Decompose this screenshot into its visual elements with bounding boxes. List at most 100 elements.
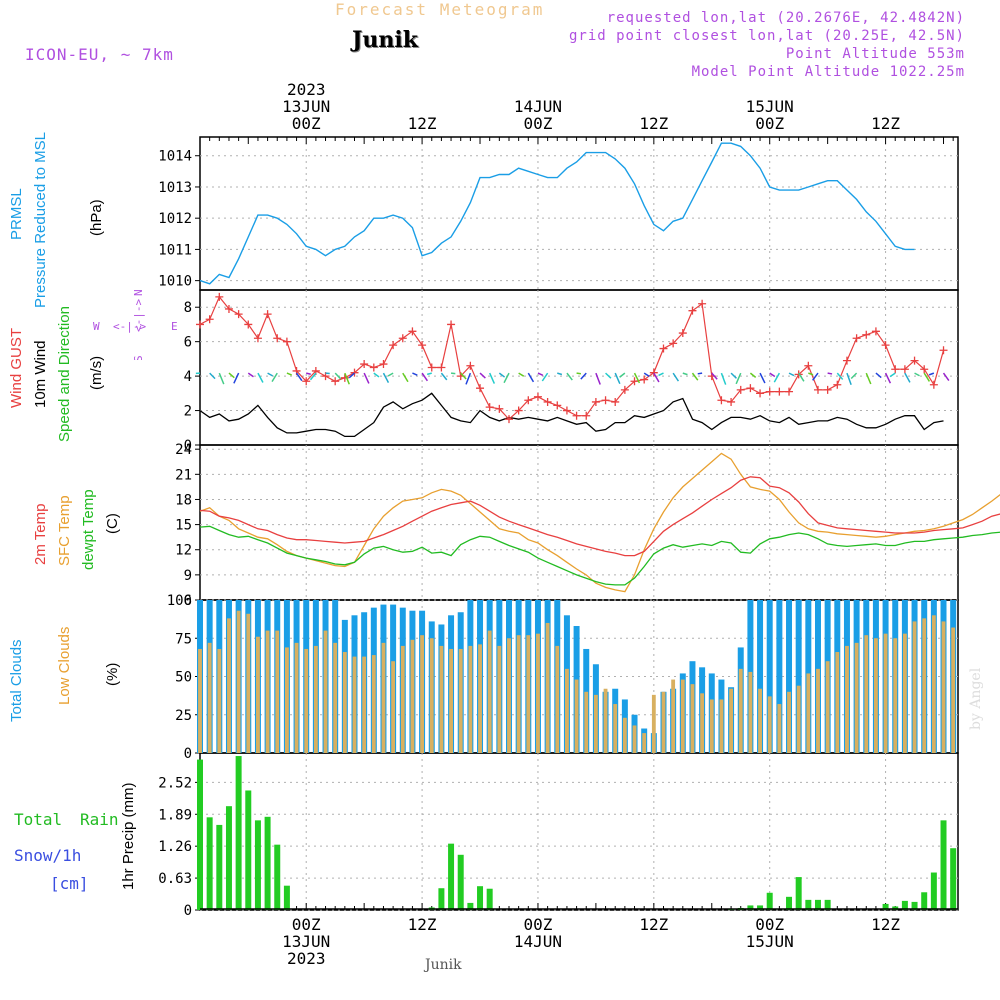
- gust-marker: [881, 341, 890, 350]
- low-cloud-bar: [671, 679, 676, 753]
- top-time-label: 14JUN: [514, 97, 562, 116]
- bottom-time-label: 00Z: [524, 915, 553, 934]
- gust-marker: [746, 384, 755, 393]
- wind-direction-arrow: [460, 372, 467, 380]
- gust-marker: [524, 396, 533, 405]
- gust-marker: [504, 415, 513, 424]
- low-cloud-bar: [729, 688, 733, 753]
- low-cloud-bar: [545, 622, 550, 753]
- y-tick-label: 1.89: [158, 807, 192, 823]
- top-time-label: 12Z: [639, 114, 668, 133]
- wind-direction-arrow: [672, 372, 680, 382]
- gust-marker: [215, 292, 224, 301]
- rain-bar: [795, 877, 802, 910]
- wind-direction-arrow: [233, 372, 240, 384]
- low-cloud-bar: [294, 642, 299, 753]
- wind-direction-arrow: [914, 372, 920, 377]
- low-cloud-bar: [487, 630, 492, 753]
- wind-direction-arrow: [580, 372, 587, 380]
- gust-marker: [360, 360, 369, 369]
- gust-marker: [562, 406, 571, 415]
- low-cloud-bar: [574, 679, 579, 753]
- gust-marker: [398, 334, 407, 343]
- rain-bar: [245, 790, 252, 910]
- low-cloud-bar: [796, 685, 801, 753]
- wind-direction-arrow: [440, 372, 448, 381]
- rain-bar: [940, 820, 947, 910]
- y-tick-label: 1014: [158, 149, 192, 165]
- gust-marker: [756, 389, 765, 398]
- total-cloud-bar: [776, 600, 783, 753]
- gust-marker: [572, 411, 581, 420]
- low-cloud-bar: [806, 673, 811, 753]
- wind-direction-arrow: [605, 372, 612, 379]
- top-time-label: 13JUN: [282, 97, 330, 116]
- gust-marker: [244, 320, 253, 329]
- y-tick-label: 1013: [158, 180, 192, 196]
- wind-direction-arrow: [773, 372, 781, 383]
- rain-bar: [786, 896, 793, 910]
- wind-direction-arrow: [619, 372, 626, 378]
- wind-direction-arrow: [889, 372, 896, 378]
- y-tick-label: 15: [175, 518, 192, 534]
- low-cloud-bar: [816, 668, 820, 753]
- gust-marker: [659, 344, 668, 353]
- total-cloud-bar: [757, 600, 764, 753]
- gust-marker: [466, 361, 475, 370]
- gust-marker: [727, 397, 736, 406]
- low-cloud-bar: [507, 638, 511, 753]
- wind-direction-arrow: [595, 372, 601, 385]
- rain-bar: [766, 892, 773, 910]
- gust-marker: [630, 377, 639, 386]
- gust-marker: [852, 334, 861, 343]
- y-tick-label: 12: [175, 543, 192, 559]
- wind-direction-arrow: [836, 372, 844, 380]
- low-cloud-bar: [893, 638, 898, 753]
- gust-marker: [476, 384, 485, 393]
- gust-marker: [485, 403, 494, 412]
- low-cloud-bar: [951, 627, 956, 753]
- low-cloud-bar: [748, 671, 753, 753]
- wind-direction-arrow: [373, 372, 380, 378]
- wind-direction-arrow: [614, 372, 621, 385]
- wind-direction-arrow: [247, 372, 254, 378]
- rain-bar: [283, 885, 290, 910]
- wind-gust-line: [199, 295, 945, 421]
- wind-direction-arrow: [218, 372, 225, 385]
- wind-direction-arrow: [850, 372, 858, 380]
- compass-w: W: [93, 320, 100, 333]
- y-tick-label: 8: [184, 300, 192, 316]
- gust-marker: [842, 356, 851, 365]
- low-cloud-bar: [941, 621, 946, 753]
- y-tick-label: 6: [184, 335, 192, 351]
- low-cloud-bar: [236, 610, 241, 753]
- gust-marker: [369, 363, 378, 372]
- station-name: Junik: [352, 27, 418, 53]
- wind-direction-arrow: [557, 372, 563, 376]
- wind-direction-arrow: [566, 372, 573, 381]
- rain-bar: [477, 886, 484, 910]
- low-cloud-bar: [256, 636, 260, 753]
- gust-marker: [553, 401, 562, 410]
- low-cloud-bar: [227, 618, 231, 753]
- bottom-time-label: 12Z: [408, 915, 437, 934]
- y-tick-label: 25: [175, 708, 192, 724]
- gust-marker: [891, 365, 900, 374]
- wind-direction-arrow: [257, 372, 264, 383]
- gust-marker: [253, 334, 262, 343]
- low-cloud-bar: [362, 656, 367, 753]
- wind-direction-arrow: [498, 372, 506, 378]
- gust-marker: [765, 387, 774, 396]
- low-cloud-bar: [584, 691, 589, 753]
- wind-direction-arrow: [286, 372, 292, 376]
- gust-marker: [418, 341, 427, 350]
- wind-direction-arrow: [306, 372, 311, 375]
- rain-bar: [274, 844, 281, 910]
- low-cloud-bar: [391, 661, 396, 753]
- compass-s: S: [132, 355, 145, 360]
- gust-marker: [224, 304, 233, 313]
- y-tick-label: 9: [184, 568, 192, 584]
- wind-direction-arrow: [363, 372, 370, 384]
- rain-bar: [438, 888, 445, 910]
- rain-bar: [911, 901, 918, 910]
